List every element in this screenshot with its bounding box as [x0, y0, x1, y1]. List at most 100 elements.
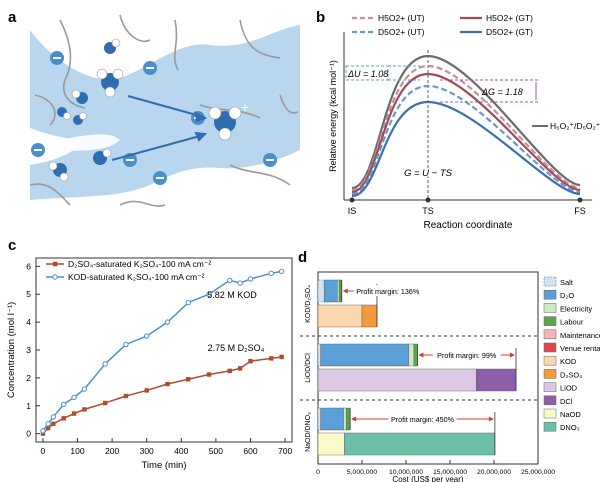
data-point	[268, 270, 274, 277]
plot-frame	[317, 271, 539, 465]
y-tick-label: 4	[26, 317, 31, 327]
data-point	[165, 381, 170, 387]
x-tick-label: 100	[70, 446, 84, 456]
y-tick-label: 1	[26, 401, 31, 411]
equation-label: G = U − TS	[404, 168, 453, 179]
revenue-segment-d2so4_cost	[361, 304, 378, 328]
hydronium-cluster-2: +	[208, 99, 249, 141]
curve-h5o2-gt	[351, 72, 581, 194]
legend-label: KOD-saturated K₂SO₄-100 mA cm⁻²	[68, 272, 205, 282]
x-axis-label: Reaction coordinate	[424, 220, 513, 231]
data-point	[71, 411, 77, 416]
data-point	[82, 407, 87, 412]
d2so4-annotation: 2.75 M D₂SO₄	[208, 343, 265, 353]
revenue-segment-liod	[317, 368, 477, 392]
profit-arrowhead	[488, 416, 494, 422]
x-tick-label: 400	[174, 446, 188, 456]
legend-swatch-d2so4_cost	[543, 369, 557, 379]
panel-d-label: d	[298, 249, 307, 266]
legend-swatch-dcl	[543, 395, 557, 406]
cost-segment-electricity	[337, 279, 340, 303]
cost-segment-d2o	[320, 343, 409, 367]
cost-segment-electricity	[343, 407, 347, 431]
legend-label: Electricity	[560, 304, 592, 313]
data-point	[61, 416, 66, 421]
x-tick-label: 10,000,000	[389, 469, 423, 476]
data-point	[185, 299, 191, 306]
legend-label: LiOD	[560, 384, 578, 393]
legend-label: D₂SO₄	[560, 370, 582, 379]
hydronium-cluster-1: +	[96, 65, 131, 98]
x-tick-label: 200	[105, 446, 119, 456]
cost-segment-electricity	[408, 343, 415, 367]
x-axis-label: Cost (US$ per year)	[392, 475, 463, 482]
data-point	[248, 358, 253, 364]
channel-inner-light	[60, 134, 120, 151]
x-tick-label: FS	[574, 206, 586, 216]
profit-label: Profit margin: 99%	[437, 351, 497, 360]
legend-label: H5O2+ (GT)	[486, 13, 533, 23]
water-molecules	[48, 38, 121, 182]
transfer-arrows	[111, 95, 208, 161]
x-tick-dot	[349, 197, 355, 203]
panel-a-label: a	[8, 9, 17, 26]
legend-label: D5O2+ (GT)	[486, 27, 533, 37]
legend-marker	[53, 261, 58, 267]
data-point	[206, 291, 212, 297]
legend-label: DNO₃	[560, 423, 580, 432]
legend-swatch-naod	[543, 408, 557, 419]
x-tick-label: 700	[278, 446, 292, 456]
data-point	[60, 401, 67, 408]
legend-label: Maintenance	[560, 331, 600, 340]
delta-u-box	[345, 65, 389, 81]
legend-swatch-electricity	[543, 303, 557, 313]
revenue-segment-dcl	[476, 368, 517, 392]
cost-segment-salt	[317, 407, 321, 431]
data-point	[71, 394, 77, 401]
legend-label: Venue rental	[560, 344, 600, 353]
cost-segment-d2o	[320, 407, 344, 431]
revenue-segment-dno3	[344, 432, 496, 456]
legend-swatch-venue	[543, 342, 557, 353]
equation-halo: G = U − TS	[404, 168, 453, 179]
x-tick-label: 15,000,000	[433, 469, 467, 476]
revenue-segment-kod_cost	[317, 304, 363, 328]
panel-c: c 0 100 200 300 400 500 600 700 0 1 2 3 4 5 6 Time (min…	[6, 237, 293, 471]
concentration-chart: 0 100 200 300 400 500 600 700 0 1 2 3 4 5 6 Time (min) C…	[6, 257, 293, 471]
legend-label: KOD	[560, 357, 577, 366]
x-tick-label: 20,000,000	[477, 469, 511, 476]
y-axis-label: Relative energy (kcal mol⁻¹)	[328, 60, 338, 172]
x-tick-label: 600	[243, 446, 257, 456]
energy-profile-chart: IS TS FS Reaction coordinate Relative energy…	[328, 13, 600, 231]
data-point	[164, 319, 171, 325]
x-tick-label: TS	[422, 206, 434, 216]
legend-swatch-salt	[543, 276, 557, 287]
profit-label: Profit margin: 450%	[391, 415, 455, 424]
panel-a: a	[8, 9, 300, 207]
data-point	[102, 400, 108, 406]
y-tick-label: 6	[26, 261, 31, 271]
profit-arrowhead	[351, 416, 357, 422]
legend-swatch-labour	[543, 316, 557, 326]
data-point	[247, 276, 254, 282]
x-tick-label: IS	[348, 206, 357, 216]
data-point	[144, 388, 149, 393]
data-point	[227, 277, 233, 284]
panel-b-label: b	[316, 9, 325, 26]
x-tick-label: 500	[209, 446, 223, 456]
data-point	[102, 361, 108, 367]
profit-arrowhead	[342, 288, 348, 294]
legend-label: Labour	[560, 318, 584, 327]
x-tick-label: 300	[140, 446, 154, 456]
revenue-segment-naod	[317, 432, 345, 456]
panel-b: b IS TS FS Reaction coordinate Relative ener…	[316, 9, 600, 231]
delta-u-label: ΔU = 1.08	[347, 69, 388, 79]
data-point	[237, 280, 243, 286]
data-point	[51, 421, 56, 427]
profit-label-bg	[388, 413, 457, 424]
profit-arrowhead	[510, 352, 515, 358]
legend-swatch-kod_cost	[543, 355, 557, 366]
x-tick-dot	[577, 197, 583, 203]
profit-label-bg	[353, 285, 422, 296]
cost-segment-salt	[317, 343, 321, 367]
